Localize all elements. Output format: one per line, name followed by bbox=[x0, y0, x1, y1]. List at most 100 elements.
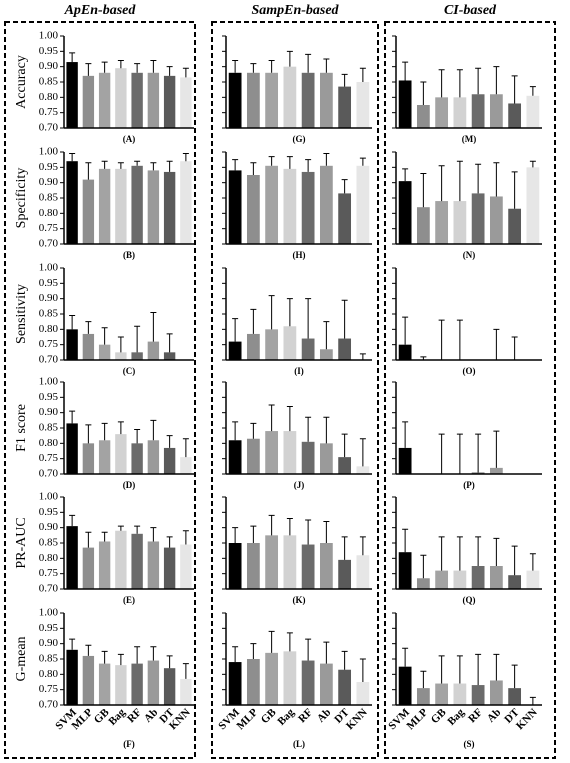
error-bar bbox=[529, 86, 536, 96]
error-bar bbox=[438, 433, 445, 474]
bar bbox=[526, 95, 540, 128]
bar bbox=[66, 649, 78, 705]
y-tick-label: 0.80 bbox=[39, 552, 59, 564]
error-bar bbox=[166, 66, 173, 76]
error-bar bbox=[341, 536, 348, 560]
error-bar bbox=[493, 653, 500, 681]
bar bbox=[453, 97, 467, 128]
y-tick-label: 0.95 bbox=[39, 277, 59, 289]
error-bar bbox=[456, 69, 463, 98]
panel-label: (C) bbox=[123, 366, 136, 376]
bar bbox=[301, 660, 315, 705]
row-label: PR-AUC bbox=[14, 517, 29, 568]
error-bar bbox=[511, 171, 518, 209]
error-bar bbox=[268, 404, 275, 432]
bar bbox=[398, 552, 412, 589]
error-bar bbox=[134, 160, 141, 166]
error-bar bbox=[359, 67, 366, 82]
y-tick-label: 0.95 bbox=[39, 622, 59, 634]
error-bar bbox=[402, 647, 409, 667]
bar bbox=[246, 72, 260, 128]
column-title: SampEn-based bbox=[251, 3, 339, 18]
y-tick-label: 0.80 bbox=[39, 207, 59, 219]
bar bbox=[356, 466, 370, 474]
bar bbox=[147, 72, 160, 128]
error-bar bbox=[150, 419, 157, 441]
bar bbox=[180, 457, 192, 474]
x-tick-label: GB bbox=[259, 706, 279, 726]
error-bar bbox=[305, 638, 312, 661]
error-bar bbox=[438, 536, 445, 571]
row-label: Sensitivity bbox=[14, 284, 29, 344]
bar bbox=[66, 62, 78, 128]
bar bbox=[66, 423, 78, 474]
bar bbox=[98, 168, 111, 244]
y-tick-label: 0.70 bbox=[39, 122, 59, 134]
error-bar bbox=[85, 531, 92, 548]
bar bbox=[283, 651, 297, 705]
y-tick-label: 0.95 bbox=[39, 391, 59, 403]
error-bar bbox=[493, 430, 500, 468]
bar bbox=[131, 352, 143, 360]
error-bar bbox=[85, 63, 92, 76]
error-bar bbox=[182, 67, 189, 78]
error-bar bbox=[250, 63, 257, 73]
error-bar bbox=[286, 406, 293, 432]
bar bbox=[471, 685, 485, 705]
column-title: ApEn-based bbox=[64, 3, 137, 18]
x-tick-label: MLP bbox=[235, 706, 261, 732]
x-tick-label: RF bbox=[466, 706, 485, 725]
error-bar bbox=[323, 321, 330, 350]
panel-label: (F) bbox=[123, 739, 135, 749]
error-bar bbox=[232, 60, 239, 73]
panel bbox=[66, 410, 192, 474]
bar bbox=[98, 663, 111, 705]
panel bbox=[228, 50, 370, 128]
y-tick-label: 1.00 bbox=[39, 262, 59, 274]
panel-label: (J) bbox=[294, 480, 305, 490]
bar bbox=[471, 94, 485, 128]
bar bbox=[98, 344, 111, 360]
bar bbox=[435, 97, 449, 128]
bar bbox=[131, 533, 143, 589]
bar bbox=[319, 543, 333, 589]
y-tick-label: 0.85 bbox=[39, 192, 59, 204]
bar bbox=[508, 103, 522, 128]
error-bar bbox=[456, 655, 463, 684]
bar bbox=[356, 82, 370, 128]
error-bar bbox=[250, 643, 257, 659]
x-tick-label: KNN bbox=[344, 706, 370, 732]
error-bar bbox=[101, 327, 108, 345]
y-tick-label: 1.00 bbox=[39, 376, 59, 388]
bar bbox=[398, 80, 412, 128]
bar bbox=[283, 535, 297, 589]
y-tick-label: 0.75 bbox=[39, 222, 59, 234]
error-bar bbox=[529, 553, 536, 571]
x-tick-label: RF bbox=[296, 706, 315, 725]
error-bar bbox=[420, 81, 427, 105]
y-tick-label: 0.75 bbox=[39, 683, 59, 695]
bar bbox=[82, 443, 95, 474]
bar bbox=[131, 663, 143, 705]
error-bar bbox=[85, 162, 92, 180]
error-bar bbox=[150, 60, 157, 73]
error-bar bbox=[341, 650, 348, 670]
error-bar bbox=[402, 528, 409, 553]
panel-label: (S) bbox=[464, 739, 475, 749]
panel-label: (E) bbox=[123, 595, 135, 605]
error-bar bbox=[232, 421, 239, 441]
bar bbox=[180, 678, 192, 705]
bar bbox=[98, 72, 111, 128]
y-tick-label: 0.95 bbox=[39, 45, 59, 57]
y-tick-label: 0.70 bbox=[39, 238, 59, 250]
error-bar bbox=[511, 336, 518, 360]
error-bar bbox=[511, 75, 518, 104]
error-bar bbox=[529, 160, 536, 168]
y-tick-label: 0.85 bbox=[39, 653, 59, 665]
error-bar bbox=[286, 298, 293, 327]
bar bbox=[471, 566, 485, 589]
error-bar bbox=[420, 554, 427, 579]
error-bar bbox=[134, 429, 141, 444]
bar bbox=[82, 75, 95, 128]
error-bar bbox=[305, 298, 312, 339]
